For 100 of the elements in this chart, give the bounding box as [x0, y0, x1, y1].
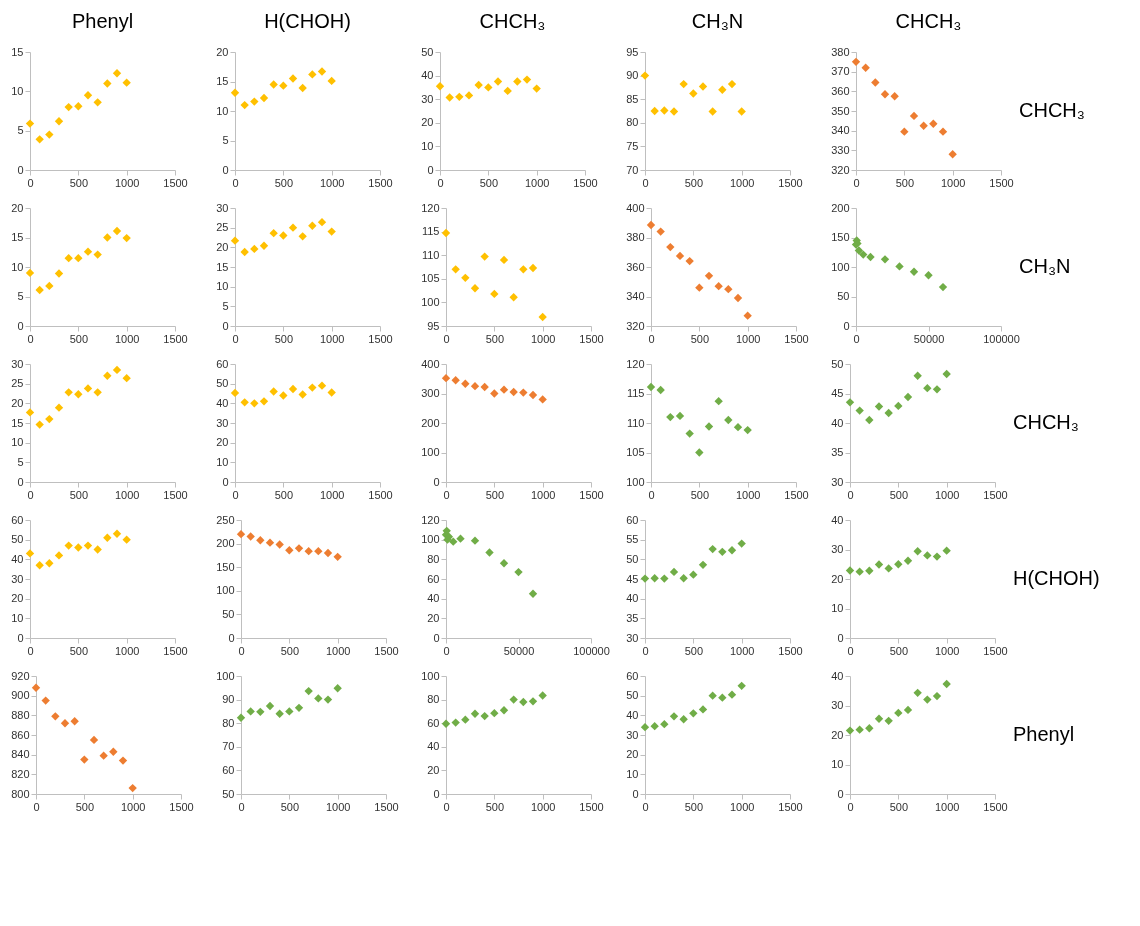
- y-tick-label: 30: [626, 728, 639, 741]
- x-tick-label: 1500: [579, 488, 604, 501]
- point: [727, 690, 737, 699]
- x-tick-label: 0: [238, 644, 245, 657]
- x-tick-label: 50000: [913, 332, 945, 345]
- x-tick-label: 0: [648, 332, 655, 345]
- y-tick-label: 60: [626, 669, 639, 682]
- y-tick-label: 150: [216, 560, 235, 573]
- y-tick-label: 30: [626, 631, 639, 644]
- y-tick-label: 20: [427, 611, 440, 624]
- y-tick-label: 920: [11, 669, 30, 682]
- x-tick-label: 100000: [573, 644, 610, 657]
- point: [317, 67, 327, 76]
- x-tick-label: 500: [684, 800, 704, 813]
- point: [51, 712, 60, 721]
- x-tick-label: 500: [485, 800, 505, 813]
- x-tick-label: 1500: [579, 332, 604, 345]
- point: [855, 725, 864, 734]
- y-tick-label: 40: [421, 69, 434, 82]
- point: [708, 107, 717, 116]
- y-tick-label: 0: [17, 163, 24, 176]
- x-tick-label: 0: [33, 800, 40, 813]
- point: [503, 86, 512, 96]
- y-tick-label: 35: [831, 446, 844, 458]
- y-tick-label: 0: [17, 631, 24, 644]
- point: [304, 546, 313, 556]
- x-tick-label: 500: [485, 332, 505, 345]
- point: [451, 265, 460, 274]
- point: [256, 536, 265, 545]
- point: [89, 735, 99, 745]
- x-tick-label: 1000: [934, 800, 960, 813]
- y-tick-label: 70: [222, 740, 235, 753]
- x-tick-label: 500: [889, 644, 909, 657]
- point: [31, 683, 41, 692]
- point: [298, 232, 307, 241]
- y-tick-label: 30: [831, 543, 844, 555]
- point: [279, 81, 288, 90]
- x-tick-label: 1000: [934, 644, 960, 657]
- point: [660, 574, 669, 583]
- y-tick-label: 50: [222, 607, 235, 620]
- point: [74, 253, 83, 263]
- y-tick-label: 40: [216, 396, 229, 409]
- y-tick-label: 30: [216, 201, 229, 214]
- point: [884, 408, 893, 418]
- point: [903, 705, 913, 715]
- point: [499, 385, 509, 394]
- chart-title: CH₃N: [691, 10, 744, 32]
- point: [323, 548, 333, 558]
- point: [470, 709, 480, 718]
- point: [884, 564, 893, 573]
- y-tick-label: 5: [222, 299, 229, 312]
- point: [461, 715, 470, 724]
- x-tick-label: 1000: [319, 332, 345, 345]
- chart-title: CHCH₃: [479, 10, 546, 32]
- point: [83, 541, 93, 550]
- x-tick-label: 1500: [374, 644, 399, 657]
- y-tick-label: 150: [831, 231, 850, 243]
- y-tick-label: 5: [17, 124, 24, 137]
- chart-title: Phenyl: [71, 10, 134, 32]
- point: [718, 85, 727, 94]
- point: [924, 271, 933, 280]
- y-tick-label: 10: [831, 758, 844, 770]
- x-tick-label: 1500: [374, 800, 399, 813]
- text: H(CHOH): [1013, 567, 1100, 589]
- x-tick-label: 1500: [163, 488, 188, 501]
- y-tick-label: 20: [831, 572, 844, 585]
- x-tick-label: 500: [889, 800, 909, 813]
- point: [874, 402, 884, 411]
- y-tick-label: 10: [831, 602, 844, 614]
- y-tick-label: 0: [837, 787, 844, 800]
- chart-title: H(CHOH): [264, 10, 351, 32]
- point: [327, 76, 336, 86]
- point: [64, 253, 73, 263]
- y-tick-label: 30: [216, 416, 229, 429]
- y-tick-label: 120: [626, 357, 645, 370]
- point: [685, 256, 694, 266]
- y-tick-label: 55: [626, 533, 639, 546]
- x-tick-label: 1000: [729, 176, 755, 189]
- point: [455, 92, 464, 102]
- point: [880, 255, 890, 264]
- point: [894, 708, 903, 718]
- point: [490, 389, 499, 398]
- point: [528, 263, 538, 273]
- y-tick-label: 100: [421, 295, 440, 308]
- point: [660, 720, 669, 729]
- y-tick-label: 80: [222, 716, 235, 729]
- y-tick-label: 45: [831, 387, 844, 399]
- point: [938, 127, 948, 136]
- x-tick-label: 1500: [778, 644, 803, 657]
- point: [714, 281, 723, 291]
- y-tick-label: 120: [421, 513, 440, 526]
- point: [485, 548, 494, 557]
- point: [122, 233, 131, 243]
- y-tick-label: 20: [216, 436, 229, 449]
- point: [285, 707, 294, 716]
- y-tick-label: 10: [11, 260, 24, 273]
- point: [112, 365, 122, 375]
- point: [650, 574, 659, 583]
- x-tick-label: 500: [69, 332, 89, 345]
- y-tick-label: 70: [626, 163, 639, 176]
